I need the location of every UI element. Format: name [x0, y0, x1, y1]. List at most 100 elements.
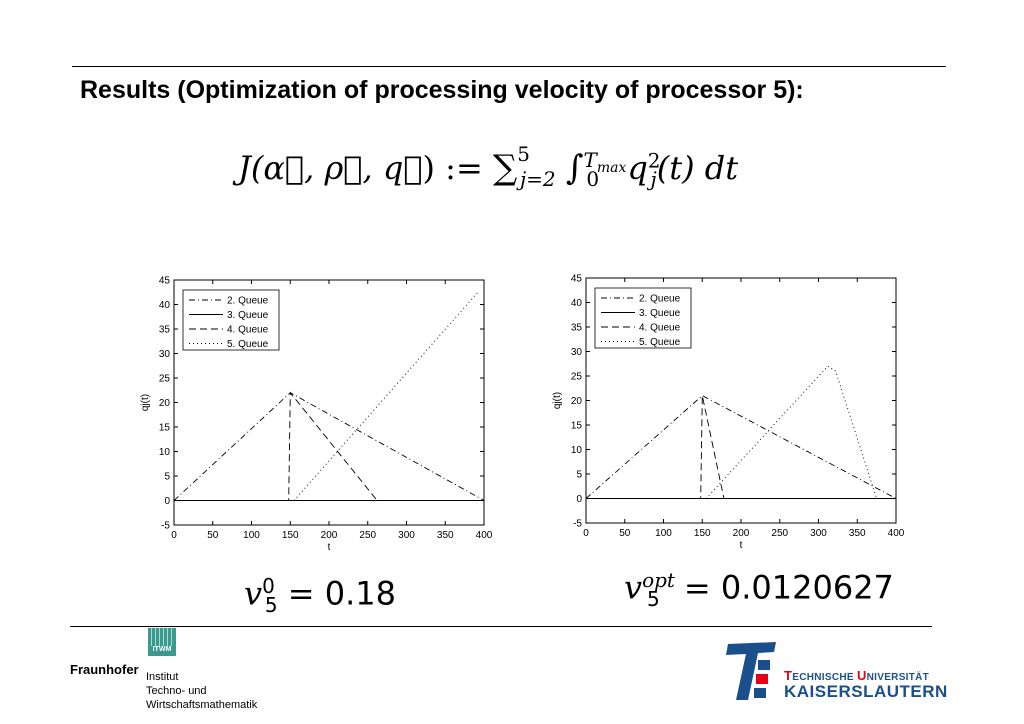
integrand-sup: 2 [647, 148, 661, 173]
x-tick-label: 200 [733, 528, 750, 539]
legend-label: 5. Queue [639, 337, 681, 348]
queue-chart-optimized: 0 50 100 150 200 250 300 350 400-505101520253035… [552, 274, 905, 552]
velocity-optimal: vopt5 = 0.0120627 [624, 568, 894, 611]
x-tick-label: 100 [243, 530, 260, 541]
x-tick-label: 350 [849, 528, 866, 539]
institute-line-2: Techno- und [146, 685, 207, 697]
y-tick-label: -5 [161, 521, 170, 532]
formula-assign: ) := [422, 149, 483, 187]
y-tick-label: 40 [159, 300, 171, 311]
itwm-label: ITWM [152, 646, 172, 653]
series-line [586, 395, 896, 499]
series-line [174, 292, 479, 501]
x-tick-label: 400 [888, 528, 905, 539]
x-tick-label: 150 [694, 528, 711, 539]
legend-label: 2. Queue [639, 294, 681, 305]
tu-line1-b: ECHNISCHE [792, 672, 857, 683]
y-tick-label: 15 [571, 421, 583, 432]
velocity-initial-eq: = [287, 574, 315, 613]
series-line [586, 365, 896, 499]
velocity-optimal-value: 0.0120627 [720, 568, 894, 607]
objective-formula: J(α⃗, ρ⃗, q⃗) := ∑5j=2 ∫Tmax0 q2j(t) dt [238, 142, 739, 192]
velocity-initial: v05 = 0.18 [244, 574, 396, 617]
x-axis-label: t [740, 540, 743, 551]
y-tick-label: -5 [573, 519, 582, 530]
velocity-initial-sub: 5 [264, 593, 278, 618]
y-tick-label: 30 [159, 349, 171, 360]
legend-label: 4. Queue [639, 323, 681, 334]
y-tick-label: 45 [571, 274, 583, 285]
y-tick-label: 20 [571, 396, 583, 407]
x-tick-label: 0 [583, 528, 589, 539]
institute-line-1: Institut [146, 671, 179, 683]
y-tick-label: 5 [576, 470, 582, 481]
y-axis-label: qj(t) [140, 394, 151, 411]
x-tick-label: 300 [810, 528, 827, 539]
fraunhofer-name: Fraunhofer [70, 662, 139, 677]
integrand-sub: j [650, 167, 657, 192]
fraunhofer-logo-block: ITWM Fraunhofer Institut Techno- und Wir… [70, 628, 330, 724]
formula-args: α⃗, ρ⃗, q⃗ [263, 149, 423, 187]
tu-line-1: TECHNISCHE UNIVERSITÄT [784, 668, 929, 683]
x-tick-label: 50 [207, 530, 219, 541]
tu-line1-d: NIVERSITÄT [866, 672, 930, 683]
velocity-optimal-var: v [624, 568, 643, 607]
x-tick-label: 300 [398, 530, 415, 541]
series-line [585, 395, 897, 499]
sum-symbol: ∑ [492, 148, 518, 188]
x-tick-label: 350 [437, 530, 454, 541]
top-rule [72, 66, 946, 67]
y-axis-label: qj(t) [552, 392, 563, 409]
legend-label: 2. Queue [227, 296, 269, 307]
integrand-rest: (t) dt [656, 149, 739, 187]
integral-symbol: ∫ [565, 148, 584, 188]
y-tick-label: 35 [159, 325, 171, 336]
y-tick-label: 20 [159, 398, 171, 409]
y-tick-label: 0 [164, 496, 170, 507]
velocity-initial-value: 0.18 [324, 574, 396, 613]
tu-kaiserslautern-logo: TECHNISCHE UNIVERSITÄT KAISERSLAUTERN [718, 640, 958, 702]
y-tick-label: 5 [164, 472, 170, 483]
x-tick-label: 150 [282, 530, 299, 541]
bottom-rule [70, 626, 932, 627]
y-tick-label: 0 [576, 494, 582, 505]
series-line [174, 391, 484, 501]
y-tick-label: 35 [571, 323, 583, 334]
institute-name: Institut Techno- und Wirtschaftsmathemat… [146, 670, 257, 712]
y-tick-label: 15 [159, 423, 171, 434]
x-tick-label: 250 [771, 528, 788, 539]
y-tick-label: 40 [571, 298, 583, 309]
int-upper-sub: max [596, 160, 627, 177]
int-upper-T: T [583, 148, 597, 173]
velocity-optimal-sub: 5 [646, 587, 660, 612]
x-axis-label: t [328, 542, 331, 553]
y-tick-label: 10 [159, 447, 171, 458]
velocity-initial-var: v [244, 574, 263, 613]
x-tick-label: 50 [619, 528, 631, 539]
legend-label: 4. Queue [227, 325, 269, 336]
slide-title: Results (Optimization of processing velo… [80, 76, 804, 104]
x-tick-label: 0 [171, 530, 177, 541]
legend-label: 3. Queue [639, 308, 681, 319]
y-tick-label: 25 [571, 372, 583, 383]
tu-emblem-icon [726, 642, 776, 700]
velocity-initial-sup: 0 [262, 574, 275, 598]
x-tick-label: 200 [321, 530, 338, 541]
tu-line1-a: T [784, 668, 793, 683]
int-lower: 0 [586, 167, 600, 192]
institute-line-3: Wirtschaftsmathematik [146, 699, 258, 711]
legend-label: 3. Queue [227, 310, 269, 321]
itwm-logo: ITWM [148, 628, 176, 656]
sum-lower: j=2 [519, 167, 556, 192]
legend-label: 5. Queue [227, 339, 269, 350]
y-tick-label: 45 [159, 276, 171, 287]
y-tick-label: 10 [571, 445, 583, 456]
y-tick-label: 30 [571, 347, 583, 358]
integrand: q [627, 149, 648, 187]
velocity-optimal-eq: = [683, 568, 711, 607]
tu-line-2: KAISERSLAUTERN [784, 682, 948, 701]
y-tick-label: 25 [159, 374, 171, 385]
itwm-grid-icon [148, 628, 176, 646]
formula-lhs: J( [238, 149, 264, 187]
x-tick-label: 400 [476, 530, 493, 541]
